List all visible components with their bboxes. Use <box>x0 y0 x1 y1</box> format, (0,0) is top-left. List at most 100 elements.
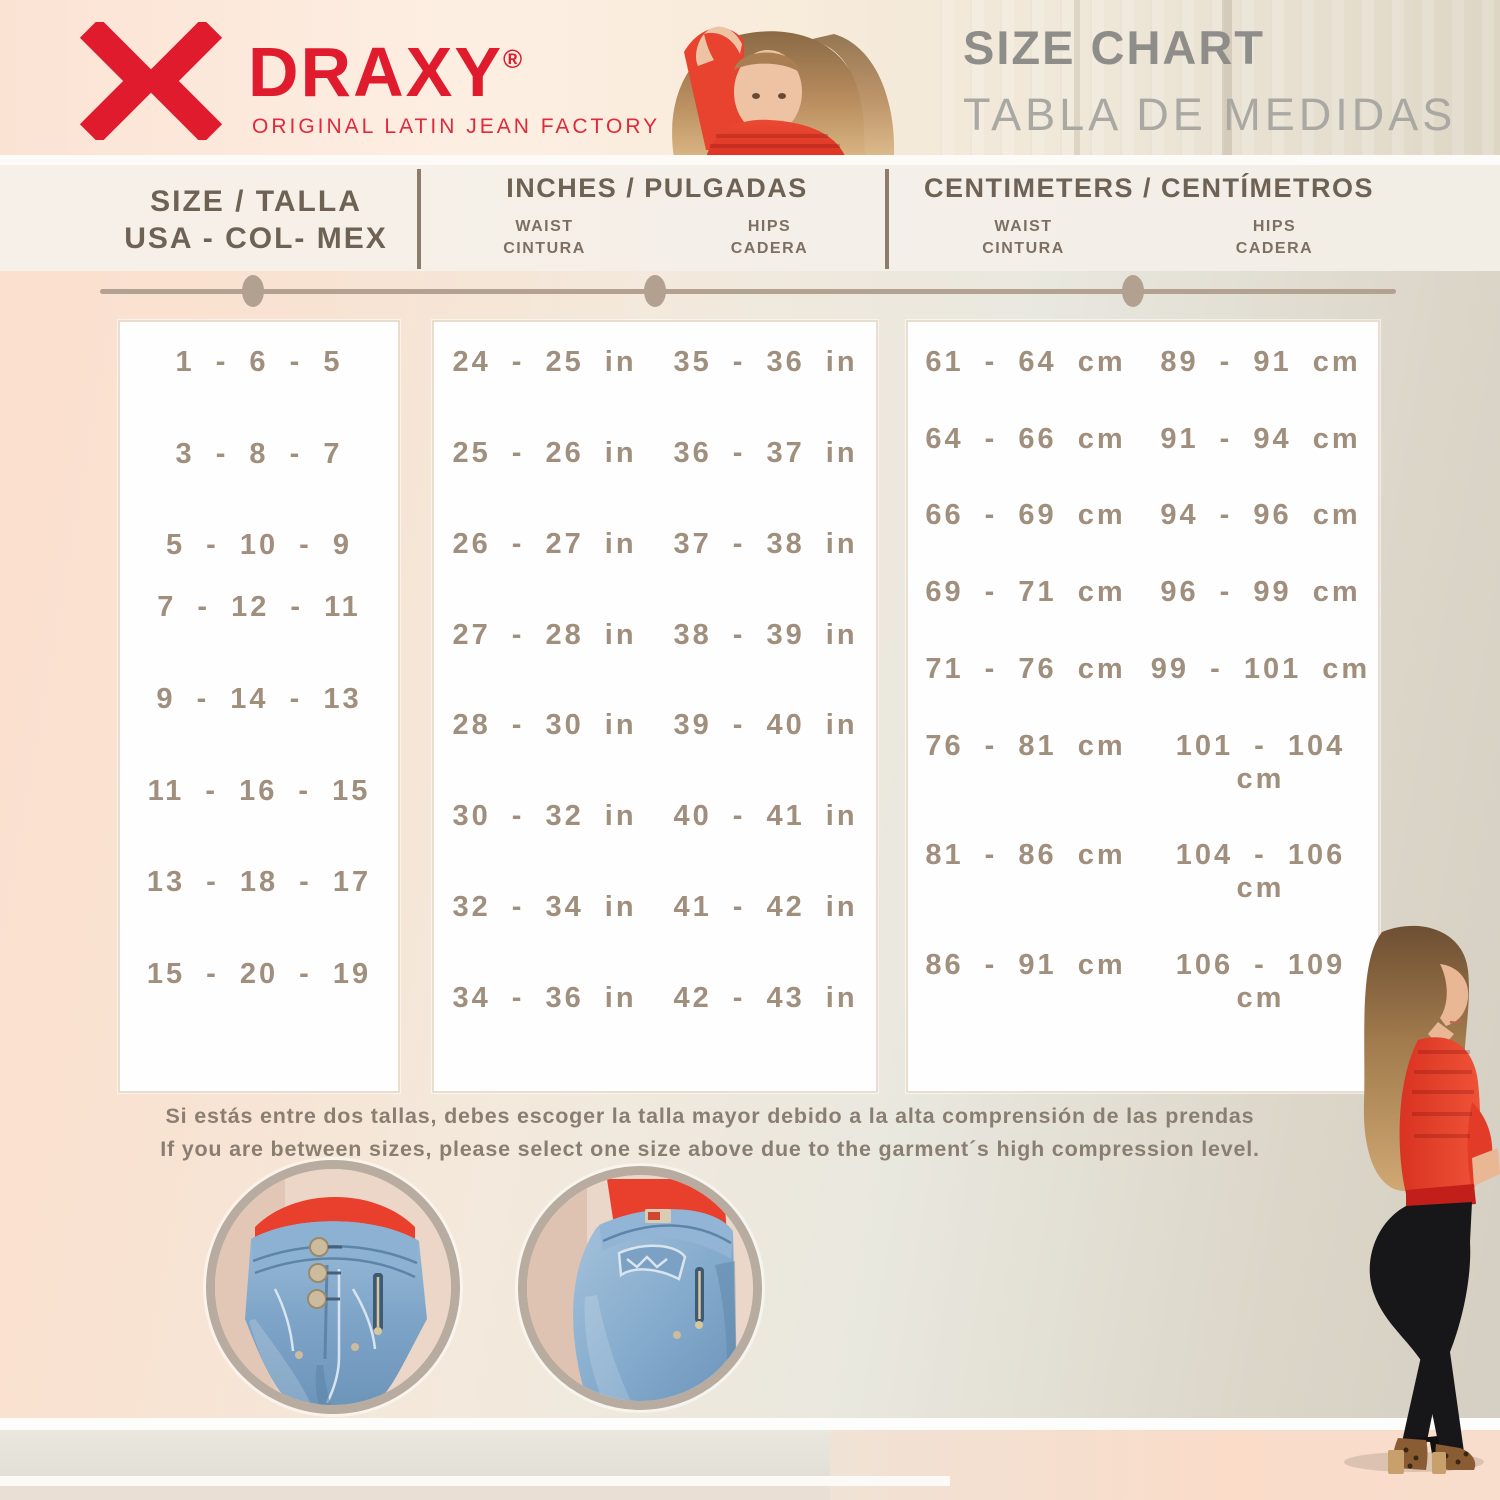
inches-row: 32 - 34 in 41 - 42 in <box>434 891 876 924</box>
size-header-line1: SIZE / TALLA <box>150 185 362 218</box>
centimeters-panel: 61 - 64 cm 89 - 91 cm 64 - 66 cm 91 - 94 cm… <box>906 320 1380 1093</box>
header-size-column: SIZE / TALLA USA - COL- MEX <box>96 165 416 289</box>
centimeters-hips-value: 99 - 101 cm <box>1150 652 1371 685</box>
centimeters-hips-value: 104 - 106 cm <box>1175 839 1346 905</box>
centimeters-waist-value: 69 - 71 cm <box>925 576 1126 609</box>
centimeters-row: 76 - 81 cm 101 - 104 cm <box>908 730 1378 796</box>
disclaimer-english: If you are between sizes, please select … <box>160 1137 1260 1161</box>
inches-row: 26 - 27 in 37 - 38 in <box>434 528 876 561</box>
centimeters-row: 86 - 91 cm 106 - 109 cm <box>908 949 1378 1015</box>
centimeters-waist-value: 66 - 69 cm <box>925 499 1126 532</box>
inches-hips-value: 42 - 43 in <box>673 981 858 1014</box>
centimeters-hips-value: 89 - 91 cm <box>1160 346 1361 378</box>
inches-hips-value: 40 - 41 in <box>673 800 858 833</box>
sizes-row: 15 - 20 - 19 <box>146 957 372 990</box>
centimeters-hips-value: 106 - 109 cm <box>1175 948 1346 1014</box>
inches-panel: 24 - 25 in 35 - 36 in 25 - 26 in 36 - 37 in… <box>432 320 878 1093</box>
banner-model-photo <box>672 26 895 158</box>
wood-wall-texture <box>940 0 1500 158</box>
jeans-back-photo <box>518 1166 762 1410</box>
header-centimeters-column: CENTIMETERS / CENTÍMETROS WAIST CINTURA H… <box>898 165 1400 279</box>
centimeters-hips-value: 101 - 104 cm <box>1175 729 1346 795</box>
title-english: SIZE CHART <box>963 21 1265 74</box>
centimeters-row: 61 - 64 cm 89 - 91 cm <box>908 346 1378 379</box>
centimeters-waist-value: 76 - 81 cm <box>925 729 1126 762</box>
centimeters-waist-subheader: WAIST CINTURA <box>982 218 1065 257</box>
size-header-line2: USA - COL- MEX <box>124 222 388 255</box>
centimeters-header-title: CENTIMETERS / CENTÍMETROS <box>923 173 1374 203</box>
floor-baseboard <box>0 1430 830 1478</box>
sizes-panel: 1 - 6 - 5 3 - 8 - 7 5 - 10 - 9 7 - 12 - 11 9… <box>118 320 400 1093</box>
inches-waist-value: 32 - 34 in <box>452 891 637 924</box>
centimeters-row: 81 - 86 cm 104 - 106 cm <box>908 839 1378 905</box>
sizes-row: 13 - 18 - 17 <box>146 866 372 899</box>
inches-header-title: INCHES / PULGADAS <box>506 173 808 203</box>
brand-name: DRAXY® <box>248 33 523 111</box>
inches-waist-value: 30 - 32 in <box>452 800 637 833</box>
disclaimer: Si estás entre dos tallas, debes escoger… <box>0 1100 1420 1166</box>
inches-waist-value: 25 - 26 in <box>452 436 637 469</box>
inches-waist-value: 26 - 27 in <box>452 527 637 560</box>
page-title: SIZE CHART TABLA DE MEDIDAS <box>963 20 1483 141</box>
inches-waist-value: 24 - 25 in <box>452 346 637 378</box>
sizes-row: 9 - 14 - 13 <box>156 682 362 715</box>
sizes-row: 11 - 16 - 15 <box>147 774 371 807</box>
centimeters-hips-value: 91 - 94 cm <box>1160 422 1361 455</box>
banner-separator <box>0 155 1500 165</box>
inches-hips-value: 39 - 40 in <box>673 709 858 742</box>
centimeters-hips-value: 94 - 96 cm <box>1160 499 1361 532</box>
inches-row: 24 - 25 in 35 - 36 in <box>434 346 876 379</box>
side-model-photo <box>1344 925 1500 1474</box>
inches-row: 27 - 28 in 38 - 39 in <box>434 619 876 652</box>
centimeters-row: 64 - 66 cm 91 - 94 cm <box>908 423 1378 456</box>
centimeters-waist-value: 81 - 86 cm <box>925 839 1126 872</box>
floor-bottom-strip <box>0 1486 830 1500</box>
inches-waist-value: 27 - 28 in <box>452 618 637 651</box>
timeline-dot-3 <box>1122 275 1144 307</box>
header-divider-1 <box>417 169 421 269</box>
centimeters-hips-value: 96 - 99 cm <box>1160 576 1361 609</box>
jeans-front-photo <box>206 1160 460 1414</box>
top-banner: DRAXY® ORIGINAL LATIN JEAN FACTORY SIZE … <box>0 0 1500 158</box>
inches-hips-value: 37 - 38 in <box>673 527 858 560</box>
floor-line <box>0 1418 1500 1430</box>
sizes-row: 1 - 6 - 5 <box>175 346 343 378</box>
centimeters-row: 69 - 71 cm 96 - 99 cm <box>908 576 1378 609</box>
sizes-row: 7 - 12 - 11 <box>157 591 361 624</box>
inches-waist-value: 34 - 36 in <box>452 981 637 1014</box>
brand-logo: DRAXY® ORIGINAL LATIN JEAN FACTORY <box>72 22 660 140</box>
brand-tagline: ORIGINAL LATIN JEAN FACTORY <box>252 115 661 138</box>
header-divider-2 <box>885 169 889 269</box>
inches-waist-value: 28 - 30 in <box>452 709 637 742</box>
centimeters-row: 66 - 69 cm 94 - 96 cm <box>908 499 1378 532</box>
inches-waist-subheader: WAIST CINTURA <box>503 218 586 257</box>
door-frame-2 <box>1074 0 1080 158</box>
timeline-dot-2 <box>644 275 666 307</box>
inches-hips-value: 38 - 39 in <box>673 618 858 651</box>
inches-hips-value: 35 - 36 in <box>673 346 858 378</box>
sizes-row: 5 - 10 - 9 <box>165 529 353 562</box>
centimeters-waist-value: 64 - 66 cm <box>925 422 1126 455</box>
table-header-band: SIZE / TALLA USA - COL- MEX INCHES / PUL… <box>0 165 1500 271</box>
disclaimer-spanish: Si estás entre dos tallas, debes escoger… <box>165 1104 1255 1128</box>
sizes-row: 3 - 8 - 7 <box>175 437 343 470</box>
timeline-rule <box>100 275 1396 307</box>
inches-hips-value: 36 - 37 in <box>673 436 858 469</box>
timeline-dot-1 <box>242 275 264 307</box>
header-inches-column: INCHES / PULGADAS WAIST CINTURA HIPS CADER… <box>432 165 882 279</box>
floor-line-2 <box>0 1476 950 1486</box>
inches-row: 30 - 32 in 40 - 41 in <box>434 800 876 833</box>
registered-mark: ® <box>503 44 523 74</box>
centimeters-waist-value: 71 - 76 cm <box>925 652 1126 685</box>
inches-row: 34 - 36 in 42 - 43 in <box>434 982 876 1015</box>
centimeters-row: 71 - 76 cm 99 - 101 cm <box>908 653 1378 686</box>
title-spanish: TABLA DE MEDIDAS <box>963 89 1457 140</box>
inches-hips-subheader: HIPS CADERA <box>730 218 809 257</box>
centimeters-waist-value: 86 - 91 cm <box>925 948 1126 981</box>
centimeters-hips-subheader: HIPS CADERA <box>1235 218 1314 257</box>
inches-row: 28 - 30 in 39 - 40 in <box>434 709 876 742</box>
inches-row: 25 - 26 in 36 - 37 in <box>434 437 876 470</box>
centimeters-waist-value: 61 - 64 cm <box>925 346 1126 378</box>
door-frame <box>1222 0 1232 158</box>
